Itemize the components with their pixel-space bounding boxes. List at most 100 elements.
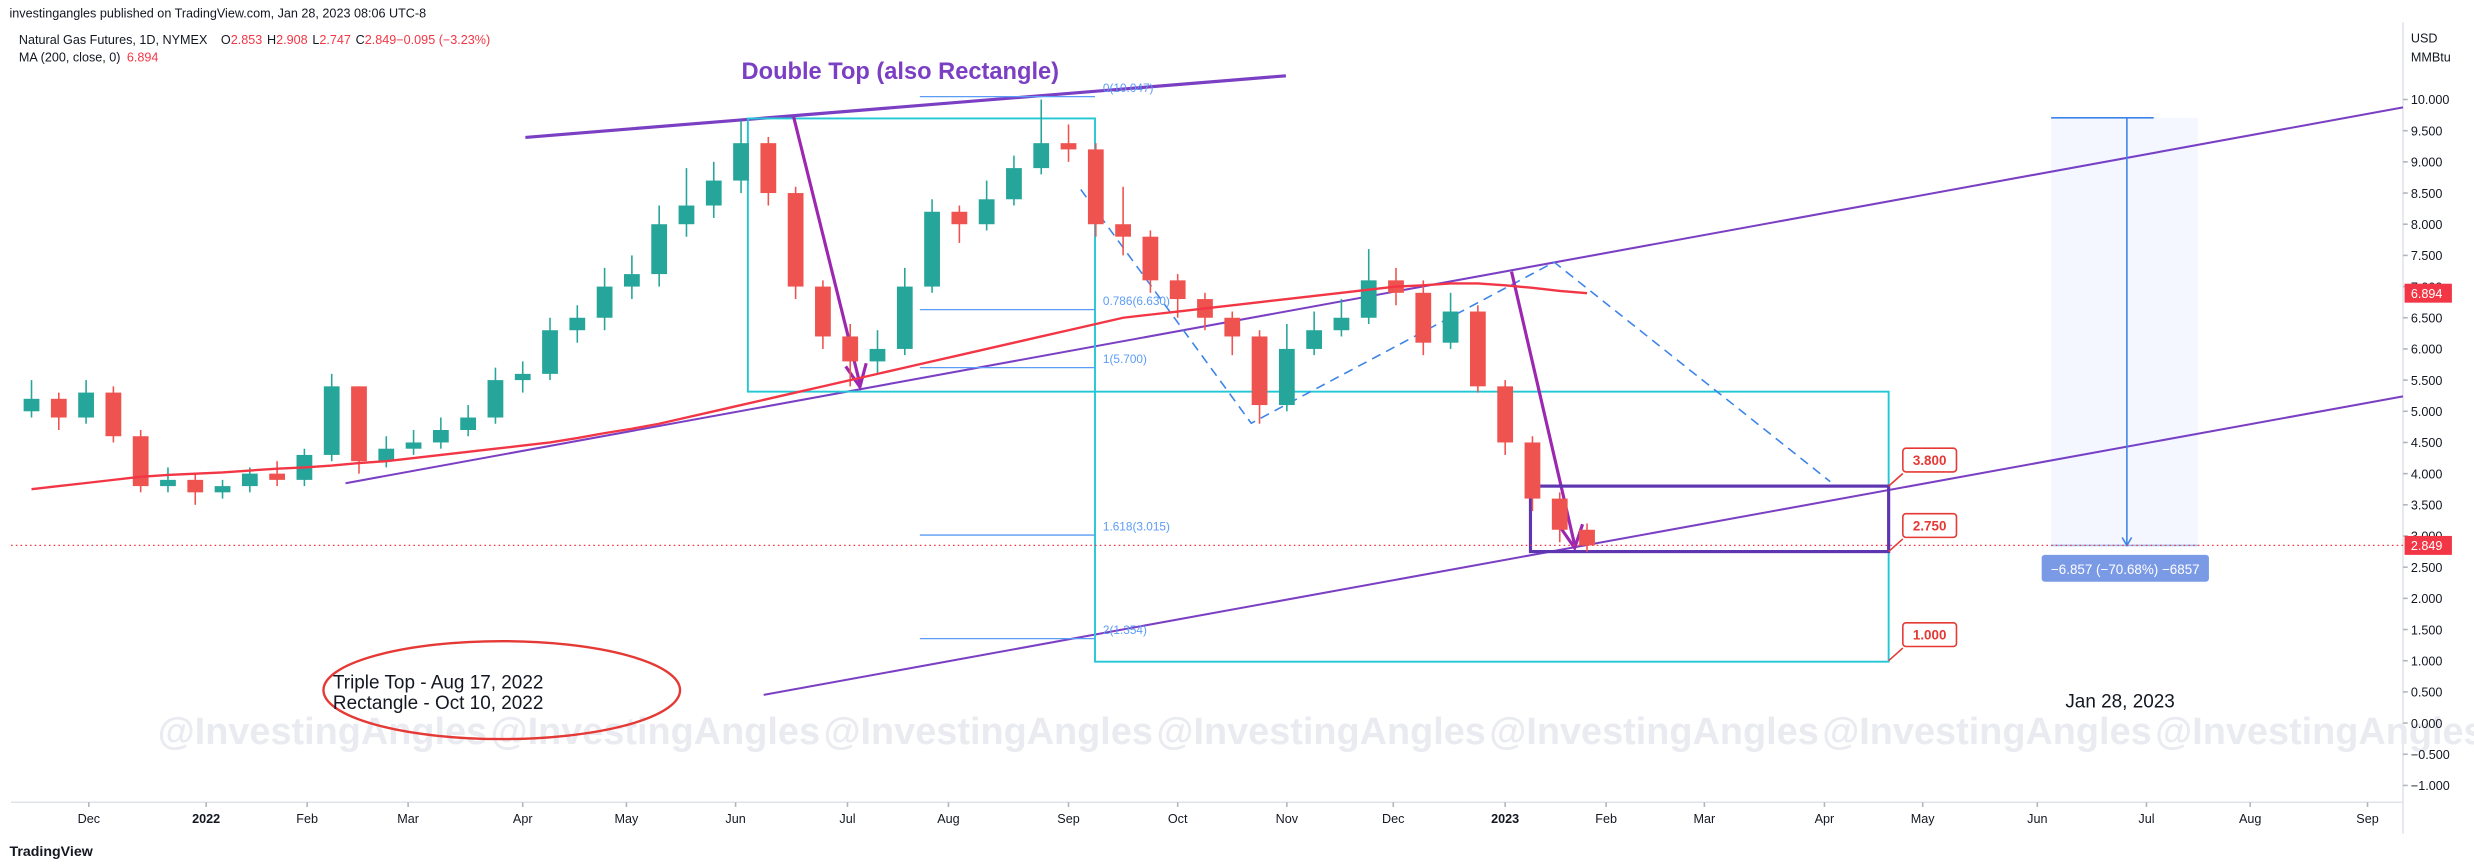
x-tick-label: May [1911,812,1936,826]
candle-body [842,336,859,362]
y-tick-label: 1.500 [2411,623,2443,637]
candle-body [1551,498,1568,530]
x-tick-label: Aug [2239,812,2261,826]
candle-body [460,417,477,430]
y-tick-label: 6.500 [2411,311,2443,325]
target-box [1902,512,1958,539]
moving-average [31,282,1588,491]
legend-value: 2.747 [319,33,351,47]
candle-body [1579,529,1595,546]
legend-key: C [356,33,365,47]
legend-value: 2.853 [231,33,263,47]
publisher: investingangles published on TradingView… [9,6,426,20]
fib-label: 1(5.700) [1103,352,1147,366]
target-label: 1.000 [1913,627,1947,642]
candle-body [596,286,613,318]
candle-body [651,224,668,275]
highlight-ellipse [322,639,682,741]
candle-body [50,398,67,418]
candle-body [487,380,504,418]
candle-body [405,442,422,449]
y-tick-label: 5.500 [2411,374,2443,388]
target-label: 3.800 [1913,453,1947,468]
candle-body [1306,330,1323,349]
x-tick-label: Nov [1276,812,1299,826]
y-tick-label: 4.000 [2411,467,2443,481]
target-pointer [1888,647,1904,662]
date-note: Jan 28, 2023 [2065,691,2174,712]
y-tick-label: 7.500 [2411,249,2443,263]
y-tick-label: 0.000 [2411,717,2443,731]
target-box [1902,622,1958,648]
candle-body [1278,348,1295,406]
candle-body [733,143,749,181]
x-tick-label: 2023 [1491,812,1519,826]
y-tick-label: 6.000 [2411,343,2443,357]
candle-body [187,479,204,493]
candle-body [269,473,286,480]
watermark-layer: @InvestingAngles @InvestingAngles @Investi… [158,711,2474,753]
x-tick-label: May [615,812,640,826]
candle-body [78,392,94,418]
fib-label: 0(10.047) [1103,81,1154,95]
legend-value: −0.095 (−3.23%) [396,33,490,47]
fib-label: 2(1.354) [1103,623,1147,637]
candle-body [1006,168,1022,200]
measure-label: −6.857 (−70.68%) −6857 [2051,562,2200,577]
y-tick-label: 9.500 [2411,124,2443,138]
y-tick-label: 4.500 [2411,436,2443,450]
y-tick-label: 5.000 [2411,405,2443,419]
candle-body [924,211,940,287]
legend-key: L [312,33,319,47]
candle-body [569,317,586,331]
note: Rectangle - Oct 10, 2022 [333,693,543,714]
x-tick-label: Dec [1382,812,1404,826]
y-tick-label: 2.500 [2411,561,2443,575]
candle-body [623,274,640,287]
candle-body [978,199,995,225]
x-tick-label: Jul [2138,812,2154,826]
fib-label: 0.786(6.630) [1103,294,1170,308]
candle-body [1442,311,1459,343]
legend-value: 6.894 [127,51,159,65]
candle-body [132,436,149,487]
watermark: @InvestingAngles [1157,711,1486,753]
price-tag-label: 2.849 [2411,539,2443,553]
y-tick-label: 10.000 [2411,93,2450,107]
candle-body [1169,280,1186,300]
candle-body [1469,311,1486,387]
watermark: @InvestingAngles [1489,711,1818,753]
candle-body [160,479,176,487]
x-tick-label: Sep [1057,812,1079,826]
target-box [1902,447,1958,473]
chart-title: Double Top (also Rectangle) [742,59,1059,85]
candle-body [1060,143,1077,150]
brand: TradingView [9,844,93,860]
candle-body [678,205,695,225]
watermark: @InvestingAngles [158,711,487,753]
candle-body [815,286,831,337]
y-tick-label: −1.000 [2411,779,2450,793]
candle-body [514,373,531,381]
fib-label: 1.618(3.015) [1103,519,1170,533]
legend-key: O [221,33,231,47]
candle-body [787,193,804,287]
x-tick-label: Apr [1815,812,1835,826]
legend-key: MA (200, close, 0) [19,51,121,65]
target-label: 2.750 [1913,518,1947,533]
legend-value: 2.908 [276,33,308,47]
watermark: @InvestingAngles [491,711,820,753]
candle-body [869,348,886,362]
y-tick-label: 9.000 [2411,156,2443,170]
candle-body [1333,317,1350,331]
candle-body [1524,442,1541,499]
x-tick-label: Sep [2356,812,2378,826]
rectangle [746,117,1096,393]
x-tick-label: Jun [725,812,745,826]
note: Triple Top - Aug 17, 2022 [333,673,543,694]
candle-body [760,143,777,194]
candle-body [1360,280,1377,318]
x-tick-label: Jul [839,812,855,826]
